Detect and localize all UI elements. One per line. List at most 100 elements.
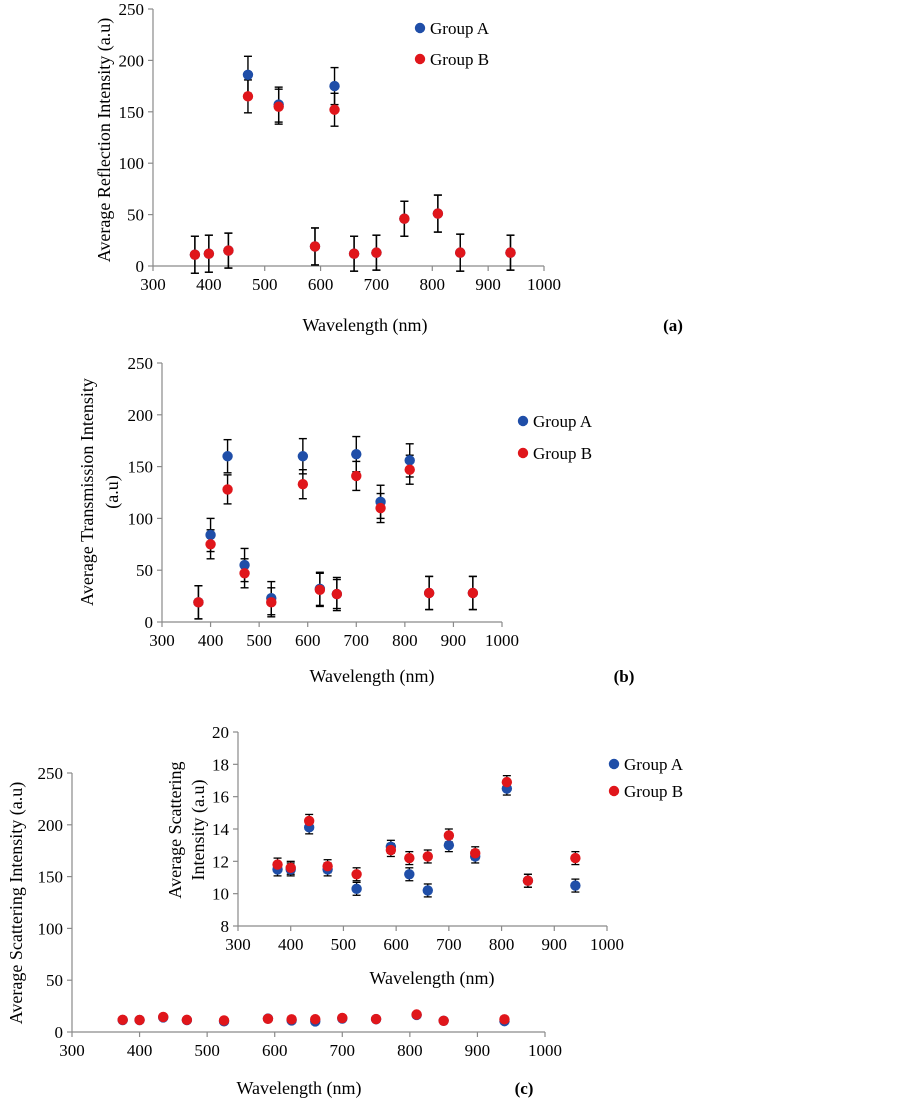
data-point-group-b — [262, 1013, 274, 1025]
data-point-group-a — [422, 885, 433, 896]
x-tick-label: 1000 — [527, 275, 561, 294]
y-tick-label: 150 — [119, 103, 145, 122]
data-point-group-a — [329, 80, 340, 92]
data-point-group-b — [222, 484, 233, 495]
data-point-group-b — [337, 1012, 348, 1024]
legend-marker-group-a — [414, 22, 426, 34]
legend-label: Group A — [624, 755, 684, 774]
data-point-group-a — [351, 883, 362, 895]
x-tick-label: 1000 — [528, 1041, 562, 1060]
data-point-group-b — [314, 584, 326, 596]
data-point-group-b — [309, 241, 321, 252]
y-tick-label: 14 — [212, 820, 230, 839]
y-tick-label: 0 — [55, 1023, 64, 1042]
y-tick-label: 100 — [38, 919, 64, 938]
legend-label: Group A — [533, 412, 593, 431]
panel-label: (a) — [663, 316, 683, 335]
data-point-group-b — [193, 597, 204, 608]
chart-b: 0 50 100 150 200 250 300 400 500 600 700 800 900 1000… — [77, 354, 634, 687]
x-tick-label: 400 — [196, 275, 222, 294]
data-point-group-a — [443, 839, 455, 851]
x-tick-label: 600 — [262, 1041, 288, 1060]
data-point-group-b — [303, 815, 315, 827]
x-tick-label: 300 — [225, 935, 251, 954]
y-tick-label: 20 — [212, 723, 229, 742]
panel-label: (b) — [614, 667, 635, 686]
x-tick-label: 800 — [420, 275, 446, 294]
x-tick-label: 600 — [295, 631, 321, 650]
y-tick-label: 150 — [38, 868, 64, 887]
data-point-group-b — [189, 249, 201, 260]
data-point-group-b — [351, 869, 362, 880]
x-tick-label: 600 — [308, 275, 334, 294]
data-point-group-a — [570, 880, 581, 891]
panel-label: (c) — [515, 1079, 534, 1098]
x-tick-label: 900 — [475, 275, 501, 294]
y-tick-label: 50 — [46, 971, 63, 990]
x-tick-label: 800 — [397, 1041, 423, 1060]
chart-c: 0 50 100 150 200 250 300 400 500 600 700 800 900 1000… — [6, 764, 562, 1099]
legend-marker-group-a — [517, 415, 529, 427]
y-tick-label: 50 — [127, 206, 144, 225]
x-tick-label: 600 — [383, 935, 409, 954]
data-point-group-a — [404, 869, 415, 880]
data-point-group-b — [501, 776, 513, 788]
y-tick-label: 250 — [119, 0, 145, 19]
legend-label: Group B — [624, 782, 683, 801]
y-tick-label: 8 — [221, 917, 230, 936]
y-tick-label: 100 — [119, 154, 145, 173]
data-point-group-b — [399, 213, 410, 224]
data-point-group-b — [331, 588, 343, 600]
data-point-group-b — [273, 101, 284, 112]
x-tick-label: 700 — [364, 275, 390, 294]
legend-marker-group-a — [608, 758, 620, 770]
y-axis-label-line: Intensity (a.u) — [188, 780, 209, 881]
data-point-group-b — [285, 862, 296, 873]
y-tick-label: 150 — [128, 458, 154, 477]
y-tick-label: 200 — [128, 406, 154, 425]
data-point-group-b — [205, 539, 216, 550]
x-tick-label: 800 — [489, 935, 515, 954]
y-tick-label: 250 — [128, 354, 154, 373]
data-point-group-a — [222, 451, 233, 462]
data-point-group-b — [470, 848, 481, 859]
data-point-group-a — [297, 451, 309, 462]
data-point-group-b — [371, 247, 382, 258]
legend-label: Group B — [533, 444, 592, 463]
data-point-group-b — [239, 568, 250, 579]
data-point-group-b — [455, 247, 466, 258]
x-tick-label: 500 — [331, 935, 357, 954]
data-point-group-a — [242, 69, 254, 80]
x-tick-label: 900 — [542, 935, 568, 954]
data-point-group-b — [467, 587, 479, 599]
chart-a: 0 50 100 150 200 250 300 400 500 600 700 800 900 1000… — [94, 0, 683, 336]
data-point-group-b — [286, 1014, 297, 1025]
data-point-group-b — [203, 248, 215, 259]
y-tick-label: 12 — [212, 852, 229, 871]
legend-marker-group-b — [517, 447, 529, 459]
x-tick-label: 1000 — [485, 631, 519, 650]
x-tick-label: 1000 — [590, 935, 624, 954]
data-point-group-b — [404, 464, 415, 475]
data-point-group-b — [351, 470, 362, 482]
y-tick-label: 250 — [38, 764, 64, 783]
y-tick-label: 100 — [128, 509, 154, 528]
data-point-group-b — [242, 91, 254, 102]
x-tick-label: 900 — [441, 631, 467, 650]
x-tick-label: 300 — [140, 275, 166, 294]
x-axis-label: Wavelength (nm) — [302, 315, 427, 336]
y-tick-label: 10 — [212, 885, 229, 904]
data-point-group-b — [329, 104, 340, 115]
legend-label: Group A — [430, 19, 490, 38]
data-point-group-b — [297, 479, 309, 490]
data-point-group-b — [272, 859, 283, 870]
x-tick-label: 700 — [344, 631, 370, 650]
data-point-group-b — [223, 245, 234, 256]
y-axis-label: Average Scattering Intensity (a.u) — [6, 782, 27, 1025]
data-point-group-b — [499, 1014, 510, 1025]
x-tick-label: 400 — [278, 935, 304, 954]
chart-c-inset: 8 10 12 14 16 18 20 300 400 500 600 700 800 900 1000 Wa… — [165, 723, 684, 989]
legend-label: Group B — [430, 50, 489, 69]
data-point-group-b — [266, 597, 277, 608]
